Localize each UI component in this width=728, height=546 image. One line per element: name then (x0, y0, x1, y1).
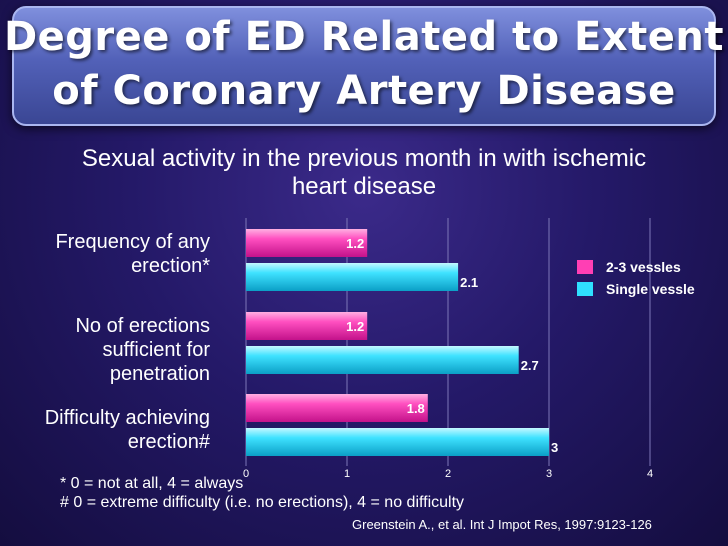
footnote-hash: # 0 = extreme difficulty (i.e. no erecti… (60, 494, 465, 511)
slide-title-line-2: of Coronary Artery Disease (52, 68, 676, 114)
x-tick-label: 2 (445, 468, 451, 480)
category-label-line: sufficient for (102, 339, 210, 361)
bar-multi-vessel (246, 229, 368, 257)
chart-subtitle-line-2: heart disease (291, 173, 437, 200)
category-label-line: Difficulty achieving (44, 407, 210, 429)
bar-single-vessel (246, 263, 459, 291)
category-label-difficulty: Difficulty achieving erection# (10, 406, 210, 454)
bar-value-label: 2.7 (521, 358, 539, 373)
bar-single-vessel (246, 428, 549, 456)
category-label-line: No of erections (75, 315, 210, 337)
x-tick-label: 4 (647, 468, 653, 480)
bar-value-label: 1.2 (346, 319, 364, 334)
x-tick-label: 1 (344, 468, 350, 480)
bar-value-label: 2.1 (460, 275, 478, 290)
bar-value-label: 1.2 (346, 236, 364, 251)
category-label-line: Frequency of any (55, 231, 210, 253)
category-label-line: erection# (127, 431, 210, 453)
x-tick-label: 0 (243, 468, 249, 480)
legend-swatch (577, 260, 593, 274)
bar-single-vessel (246, 346, 519, 374)
bar-value-label: 1.8 (407, 401, 425, 416)
category-label-penetration: No of erections sufficient for penetrati… (10, 314, 210, 386)
legend-label: 2-3 vessles (606, 259, 681, 275)
slide-title-line-1: Degree of ED Related to Extent (3, 14, 725, 60)
legend-swatch (577, 282, 593, 296)
category-label-line: penetration (109, 363, 210, 385)
legend-label: Single vessle (606, 281, 695, 297)
chart-subtitle-line-1: Sexual activity in the previous month in… (81, 145, 647, 172)
bar-multi-vessel (246, 394, 428, 422)
x-tick-label: 3 (546, 468, 552, 480)
category-label-line: erection* (131, 255, 210, 277)
footnote-asterisk: * 0 = not at all, 4 = always (60, 475, 244, 492)
source-citation: Greenstein A., et al. Int J Impot Res, 1… (352, 517, 652, 532)
bar-value-label: 3 (551, 440, 558, 455)
category-label-frequency: Frequency of any erection* (10, 230, 210, 278)
bar-multi-vessel (246, 312, 368, 340)
title-box (12, 6, 716, 126)
